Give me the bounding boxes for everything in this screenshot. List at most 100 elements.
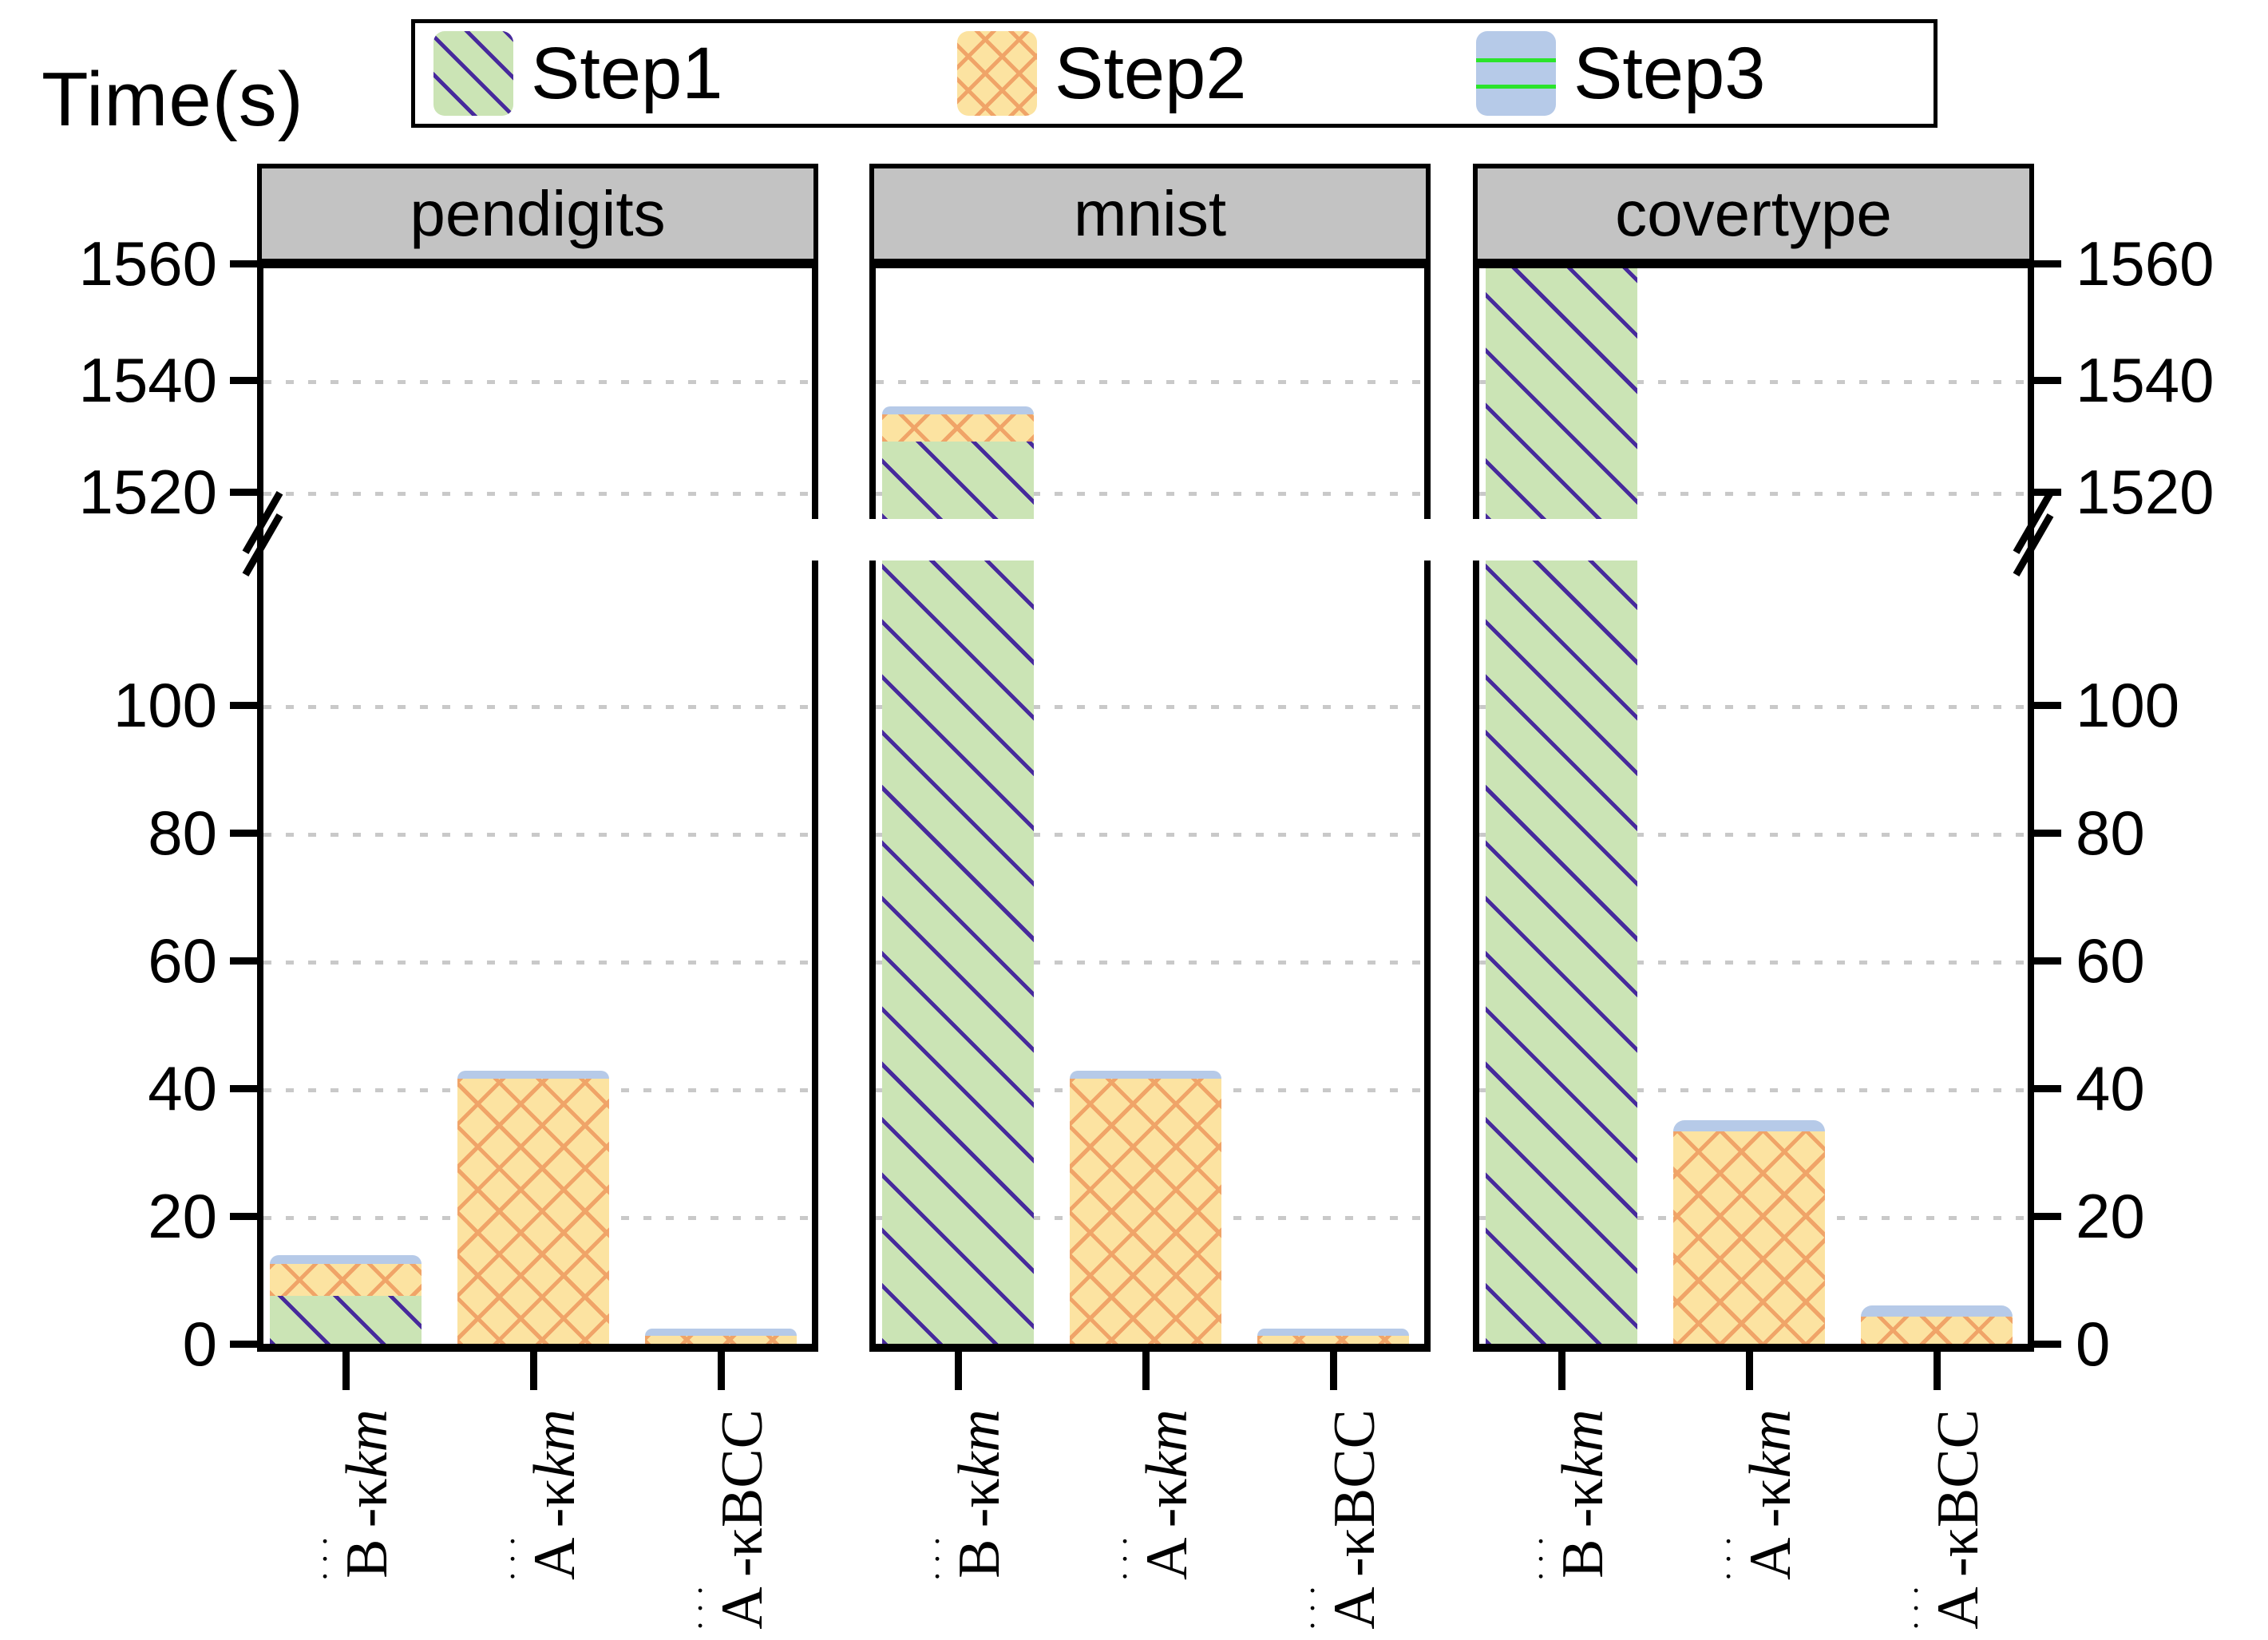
x-tick-label-pendigits-0: ··· B -κ km bbox=[304, 1409, 400, 1590]
bar-pendigits-0-step3 bbox=[270, 1254, 422, 1264]
y-tick-label-left: 60 bbox=[148, 925, 217, 996]
legend-label: Step2 bbox=[1055, 33, 1247, 114]
bar-mnist-0-step3 bbox=[882, 406, 1034, 415]
label-tail: km bbox=[334, 1409, 400, 1479]
gridline bbox=[876, 833, 1424, 837]
legend-item-step1: Step1 bbox=[433, 23, 722, 124]
label-tail: BCC bbox=[710, 1409, 775, 1528]
triple-dots-accent: ··· bbox=[1528, 1527, 1554, 1581]
label-middle: -κ bbox=[1134, 1478, 1200, 1528]
x-tick bbox=[1142, 1352, 1150, 1390]
label-tail: BCC bbox=[1926, 1409, 1991, 1528]
letter-with-dots: ··· A bbox=[1903, 1577, 1991, 1639]
triple-dots-accent: ··· bbox=[687, 1577, 714, 1630]
y-tick-label-left: 0 bbox=[182, 1309, 217, 1379]
label-tail: km bbox=[1738, 1409, 1803, 1479]
letter-with-dots: ··· A bbox=[1300, 1577, 1387, 1639]
label-tail: km bbox=[522, 1409, 588, 1479]
panel-title: mnist bbox=[1073, 177, 1227, 249]
x-tick bbox=[530, 1352, 537, 1390]
gridline bbox=[1479, 705, 2028, 709]
letter-with-dots: ··· B bbox=[924, 1527, 1012, 1590]
axis-line-1560 bbox=[1473, 259, 2034, 268]
x-tick bbox=[718, 1352, 725, 1390]
bar-covertype-0-step1 bbox=[1486, 561, 1637, 1344]
label-base-letter: A bbox=[1322, 1587, 1387, 1630]
label-base-letter: A bbox=[1926, 1587, 1991, 1630]
triple-dots-accent: ··· bbox=[1112, 1527, 1138, 1581]
label-middle: -κ bbox=[1550, 1478, 1616, 1528]
y-axis-title: Time(s) bbox=[42, 57, 304, 142]
panel-title: pendigits bbox=[410, 177, 666, 249]
triple-dots-accent: ··· bbox=[1903, 1577, 1930, 1630]
x-tick bbox=[1934, 1352, 1941, 1390]
y-tick-right bbox=[2034, 489, 2061, 496]
label-tail: km bbox=[1134, 1409, 1200, 1479]
bar-covertype-1-step3 bbox=[1673, 1120, 1825, 1132]
legend-swatch-diagonal-hatch-icon bbox=[433, 31, 513, 116]
x-tick-label-mnist-0: ··· B -κ km bbox=[916, 1409, 1012, 1590]
y-tick-label-right: 0 bbox=[2076, 1309, 2111, 1379]
axis-line-1560 bbox=[869, 259, 1431, 268]
bar-mnist-2-step3 bbox=[1257, 1328, 1409, 1337]
label-base-letter: A bbox=[1134, 1537, 1200, 1580]
label-middle: -κ bbox=[947, 1478, 1012, 1528]
y-tick-right bbox=[2034, 1213, 2061, 1220]
x-tick-label-covertype-2: ··· A -κ BCC bbox=[1895, 1409, 1991, 1639]
label-base-letter: A bbox=[1738, 1537, 1803, 1580]
bar-pendigits-0-step2 bbox=[270, 1264, 422, 1296]
y-tick-label-right: 100 bbox=[2076, 670, 2180, 740]
x-tick-label-pendigits-2: ··· A -κ BCC bbox=[679, 1409, 775, 1639]
legend-swatch-cross-hatch-icon bbox=[957, 31, 1037, 116]
y-tick-label-right: 80 bbox=[2076, 798, 2145, 868]
gridline bbox=[876, 961, 1424, 965]
y-tick-left bbox=[230, 957, 257, 965]
gridline bbox=[1479, 380, 2028, 384]
panel-header-covertype: covertype bbox=[1473, 164, 2034, 263]
x-tick bbox=[342, 1352, 350, 1390]
gridline bbox=[876, 492, 1424, 496]
y-tick-label-right: 60 bbox=[2076, 925, 2145, 996]
gridline bbox=[1479, 833, 2028, 837]
y-tick-left bbox=[230, 702, 257, 709]
y-tick-right bbox=[2034, 957, 2061, 965]
bar-mnist-2-step2 bbox=[1257, 1336, 1409, 1344]
y-tick-label-right: 1540 bbox=[2076, 345, 2215, 415]
gridline bbox=[876, 380, 1424, 384]
axis-segment-top-covertype bbox=[1473, 268, 2034, 519]
gridline bbox=[876, 705, 1424, 709]
bar-pendigits-1-step3 bbox=[457, 1071, 609, 1079]
x-tick-label-mnist-2: ··· A -κ BCC bbox=[1292, 1409, 1387, 1639]
y-tick-right bbox=[2034, 260, 2061, 267]
axis-segment-bottom-pendigits bbox=[257, 561, 818, 1352]
bar-pendigits-1-step2 bbox=[457, 1079, 609, 1344]
letter-with-dots: ··· A bbox=[1112, 1527, 1200, 1590]
letter-with-dots: ··· A bbox=[1716, 1527, 1803, 1590]
label-base-letter: A bbox=[522, 1537, 588, 1580]
y-tick-right bbox=[2034, 1085, 2061, 1092]
x-tick-label-covertype-1: ··· A -κ km bbox=[1708, 1409, 1803, 1590]
y-tick-label-left: 20 bbox=[148, 1181, 217, 1251]
gridline bbox=[1479, 961, 2028, 965]
label-base-letter: A bbox=[710, 1587, 775, 1630]
label-base-letter: B bbox=[947, 1539, 1012, 1579]
axis-line-1560 bbox=[257, 259, 818, 268]
gridline bbox=[1479, 1088, 2028, 1092]
bar-mnist-1-step3 bbox=[1070, 1071, 1221, 1079]
panel-title: covertype bbox=[1615, 177, 1892, 249]
label-middle: -κ bbox=[522, 1478, 588, 1528]
triple-dots-accent: ··· bbox=[924, 1527, 951, 1581]
label-base-letter: B bbox=[1550, 1539, 1616, 1579]
y-tick-label-left: 1540 bbox=[78, 345, 217, 415]
bar-covertype-1-step2 bbox=[1673, 1131, 1825, 1344]
legend-label: Step1 bbox=[531, 33, 723, 114]
gridline bbox=[263, 961, 812, 965]
gridline bbox=[263, 380, 812, 384]
letter-with-dots: ··· B bbox=[1528, 1527, 1616, 1590]
y-tick-left bbox=[230, 1085, 257, 1092]
y-tick-label-right: 40 bbox=[2076, 1053, 2145, 1123]
bar-mnist-0-step2 bbox=[882, 414, 1034, 442]
legend: Step1 Step2 Step3 bbox=[411, 19, 1937, 128]
label-tail: BCC bbox=[1322, 1409, 1387, 1528]
label-middle: -κ bbox=[710, 1527, 775, 1578]
